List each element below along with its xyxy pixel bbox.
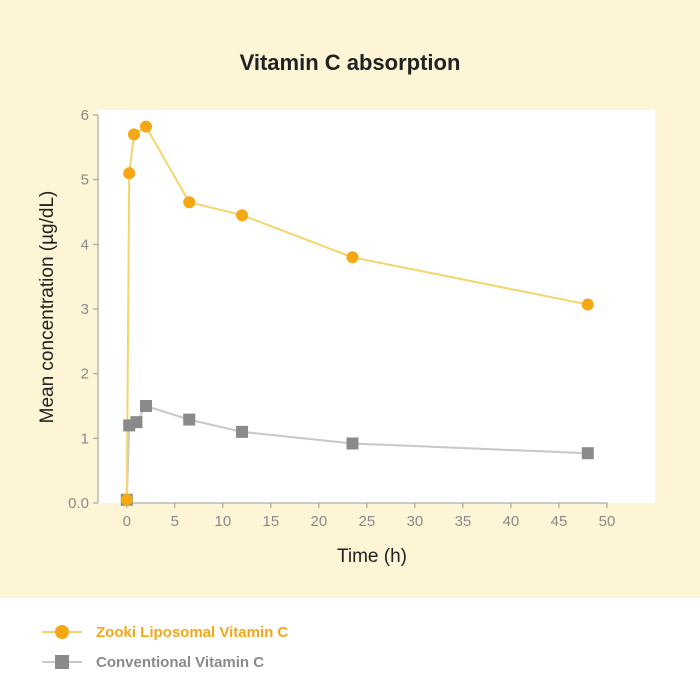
data-point [346,437,359,450]
x-tick-label: 30 [407,513,424,530]
x-tick-label: 50 [599,513,616,530]
x-tick-label: 35 [455,513,472,530]
y-axis-label: Mean concentration (µg/dL) [37,191,58,424]
legend-swatch-circle [42,625,82,639]
x-tick-label: 0 [123,513,131,530]
data-point [130,416,143,429]
legend-item-zooki: Zooki Liposomal Vitamin C [42,620,288,644]
data-point [236,425,249,438]
data-point [346,251,359,264]
y-tick-label: 2 [81,366,89,383]
x-tick-label: 20 [311,513,328,530]
x-tick-label: 5 [171,513,179,530]
y-tick-label: 4 [81,236,89,253]
series-layer [120,120,594,506]
series-line [125,125,588,500]
plot-area [98,110,655,503]
y-tick-label: 3 [81,301,89,318]
legend-label: Zooki Liposomal Vitamin C [96,623,289,641]
data-point [183,413,196,426]
x-axis-label: Time (h) [337,546,407,567]
y-tick-label: 5 [81,172,89,189]
data-point [140,120,153,133]
legend-item-conventional: Conventional Vitamin C [42,650,264,674]
x-tick-label: 25 [359,513,376,530]
data-point [581,298,594,311]
x-tick-label: 45 [551,513,568,530]
legend-label: Conventional Vitamin C [96,653,265,671]
x-axis: 0 5 10 15 20 25 30 35 40 45 50 [123,502,616,530]
x-tick-label: 10 [215,513,232,530]
data-point [120,493,133,506]
y-tick-label: 0.0 [68,495,89,512]
legend-swatch-square [42,655,82,669]
y-tick-label: 1 [81,430,89,447]
data-point [183,196,196,209]
x-tick-label: 15 [263,513,280,530]
y-axis: 0.0 1 2 3 4 5 6 [68,107,99,512]
data-point [236,209,249,222]
data-point [128,128,141,141]
x-tick-label: 40 [503,513,520,530]
data-point [123,167,136,180]
data-point [140,400,153,412]
legend: Zooki Liposomal Vitamin C Conventional V… [0,598,700,700]
chart-title: Vitamin C absorption [239,50,461,75]
data-point [581,447,594,460]
y-tick-label: 6 [81,107,89,124]
